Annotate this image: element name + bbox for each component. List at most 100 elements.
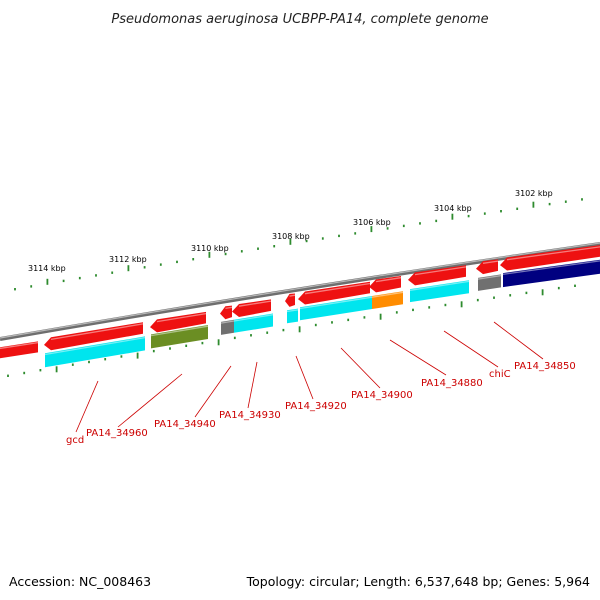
gene-red-7[interactable] bbox=[298, 281, 371, 305]
genome-backbone bbox=[0, 242, 600, 341]
outer-tick bbox=[78, 276, 81, 280]
gene-cyan-4[interactable] bbox=[299, 296, 373, 321]
gene-label-pa14-34930[interactable]: PA14_34930 bbox=[219, 410, 281, 421]
scale-label-3102: 3102 kbp bbox=[515, 189, 553, 198]
inner-tick bbox=[120, 355, 123, 358]
outer-tick bbox=[62, 279, 65, 283]
inner-tick bbox=[509, 294, 512, 297]
gene-features bbox=[0, 245, 600, 368]
outer-tick bbox=[451, 213, 454, 220]
map-title: Pseudomonas aeruginosa UCBPP-PA14, compl… bbox=[111, 12, 488, 27]
inner-tick bbox=[88, 360, 90, 364]
outer-tick bbox=[581, 198, 583, 201]
gene-red-1[interactable] bbox=[0, 341, 39, 359]
inner-tick bbox=[460, 301, 463, 308]
gene-red-3[interactable] bbox=[150, 311, 207, 333]
outer-tick bbox=[273, 245, 276, 248]
gene-label-pa14-34850[interactable]: PA14_34850 bbox=[514, 361, 576, 372]
gene-navy-1[interactable] bbox=[502, 259, 600, 288]
gene-olive-1[interactable] bbox=[150, 325, 209, 349]
inner-tick bbox=[233, 336, 236, 340]
outer-tick bbox=[467, 214, 470, 218]
outer-scale-ticks bbox=[14, 198, 583, 291]
outer-tick bbox=[305, 239, 308, 243]
outer-tick bbox=[402, 224, 405, 228]
outer-tick bbox=[386, 227, 389, 230]
gene-red-11[interactable] bbox=[500, 245, 600, 271]
inner-tick bbox=[444, 303, 447, 307]
scale-label-3114: 3114 kbp bbox=[28, 264, 66, 273]
gene-label-pa14-34920[interactable]: PA14_34920 bbox=[285, 401, 347, 412]
gene-callouts: gcd PA14_34960 PA14_34940 PA14_34930 PA1… bbox=[66, 321, 576, 446]
outer-tick bbox=[111, 271, 114, 274]
gene-cyan-2[interactable] bbox=[233, 313, 274, 333]
gene-cyan-5[interactable] bbox=[409, 280, 470, 303]
gene-label-gcd[interactable]: gcd bbox=[66, 435, 84, 446]
gene-cyan-1[interactable] bbox=[44, 336, 146, 368]
gene-gray-1[interactable] bbox=[220, 319, 235, 335]
outer-tick bbox=[483, 212, 486, 215]
outer-tick bbox=[516, 207, 519, 210]
gene-red-2[interactable] bbox=[44, 322, 144, 351]
scale-labels: 3114 kbp 3112 kbp 3110 kbp 3108 kbp 3106… bbox=[28, 189, 553, 273]
inner-tick bbox=[331, 321, 333, 324]
scale-label-3106: 3106 kbp bbox=[353, 218, 391, 227]
outer-tick bbox=[46, 278, 49, 285]
gene-label-chic[interactable]: chiC bbox=[489, 369, 511, 380]
outer-tick bbox=[338, 234, 340, 238]
inner-tick bbox=[71, 363, 74, 366]
gene-red-9[interactable] bbox=[408, 265, 467, 286]
inner-tick bbox=[314, 323, 317, 327]
inner-tick bbox=[23, 371, 26, 375]
outer-tick bbox=[532, 201, 535, 208]
inner-tick bbox=[136, 352, 139, 359]
outer-tick bbox=[224, 252, 227, 256]
outer-tick bbox=[419, 222, 421, 225]
outer-tick bbox=[208, 251, 211, 258]
inner-tick bbox=[557, 286, 560, 290]
inner-tick bbox=[7, 374, 9, 377]
inner-tick bbox=[169, 347, 171, 350]
gene-cyan-3[interactable] bbox=[286, 308, 299, 324]
outer-tick bbox=[14, 288, 16, 291]
inner-tick bbox=[152, 349, 155, 353]
outer-tick bbox=[192, 258, 195, 261]
inner-scale-ticks bbox=[7, 284, 576, 377]
accession-text: Accession: NC_008463 bbox=[9, 574, 151, 589]
outer-tick bbox=[564, 200, 567, 203]
topology-text: Topology: circular; Length: 6,537,648 bp… bbox=[246, 574, 590, 589]
inner-tick bbox=[428, 306, 431, 309]
inner-tick bbox=[525, 291, 528, 295]
gene-red-10[interactable] bbox=[476, 259, 499, 275]
inner-tick bbox=[298, 326, 301, 333]
inner-tick bbox=[574, 284, 576, 287]
gene-red-4[interactable] bbox=[220, 305, 233, 320]
inner-tick bbox=[395, 311, 398, 314]
gene-gray-2[interactable] bbox=[477, 274, 502, 291]
inner-tick bbox=[493, 296, 495, 299]
outer-tick bbox=[240, 250, 243, 253]
outer-tick bbox=[176, 260, 178, 264]
inner-tick bbox=[541, 289, 544, 296]
gene-red-8[interactable] bbox=[369, 276, 402, 293]
gene-red-6[interactable] bbox=[285, 293, 296, 307]
inner-tick bbox=[217, 339, 220, 346]
inner-tick bbox=[363, 316, 366, 319]
scale-label-3110: 3110 kbp bbox=[191, 244, 229, 253]
outer-tick bbox=[127, 265, 130, 272]
inner-tick bbox=[282, 328, 285, 332]
gene-label-pa14-34880[interactable]: PA14_34880 bbox=[421, 378, 483, 389]
scale-label-3112: 3112 kbp bbox=[109, 255, 147, 264]
inner-tick bbox=[201, 341, 204, 345]
outer-tick bbox=[500, 210, 502, 213]
gene-label-pa14-34940[interactable]: PA14_34940 bbox=[154, 419, 216, 430]
gene-red-5[interactable] bbox=[232, 299, 272, 317]
inner-tick bbox=[347, 318, 350, 322]
gene-orange-1[interactable] bbox=[371, 291, 404, 309]
gene-label-pa14-34960[interactable]: PA14_34960 bbox=[86, 428, 148, 439]
inner-tick bbox=[266, 331, 269, 334]
inner-tick bbox=[412, 308, 414, 312]
gene-label-pa14-34900[interactable]: PA14_34900 bbox=[351, 390, 413, 401]
inner-tick bbox=[104, 358, 107, 361]
